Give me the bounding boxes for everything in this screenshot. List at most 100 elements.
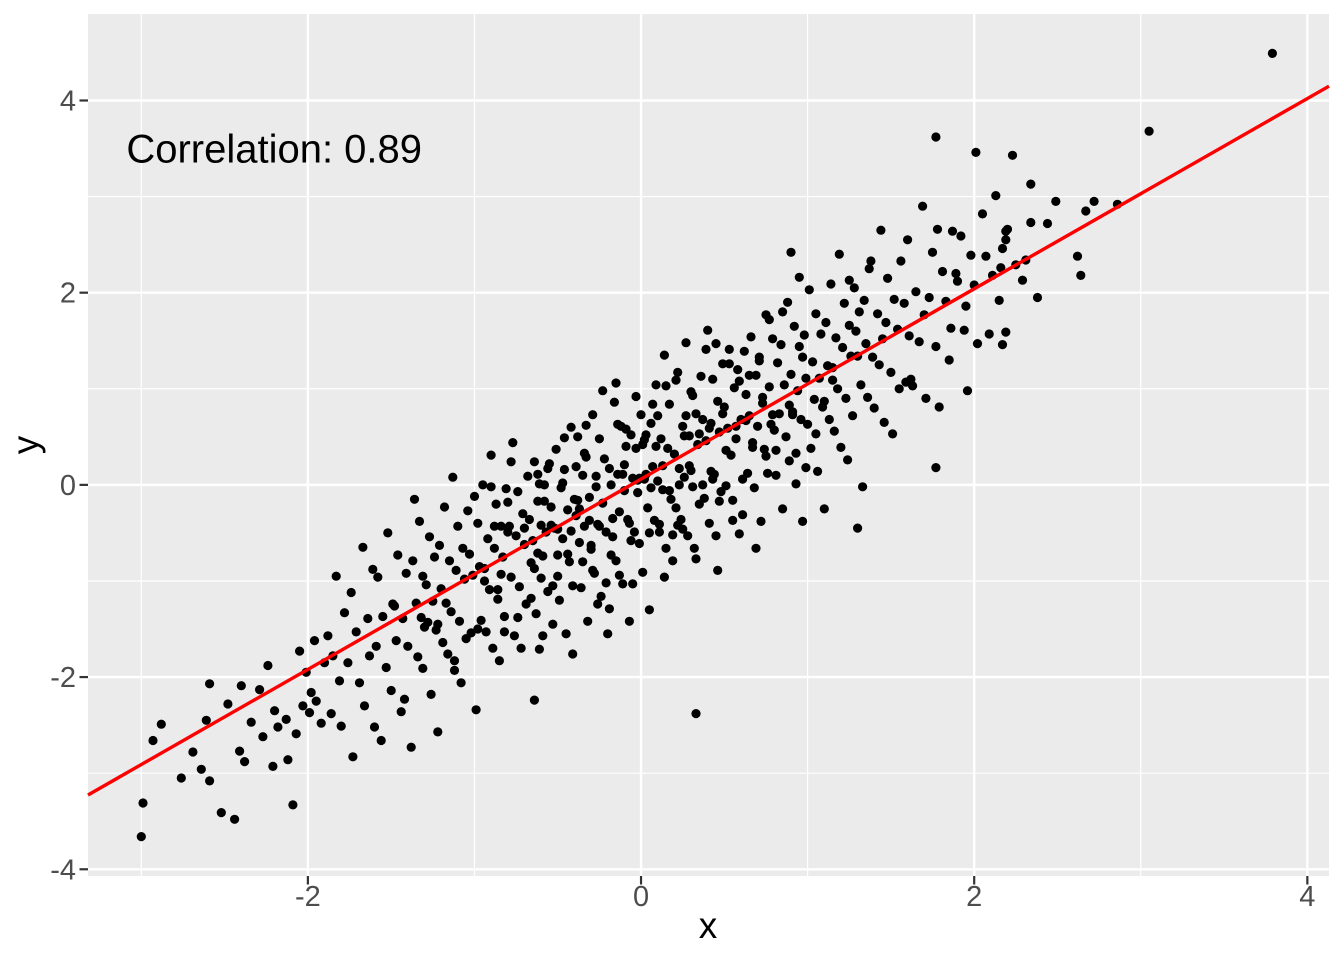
data-point <box>383 528 393 538</box>
data-point <box>511 531 521 541</box>
data-point <box>873 309 883 319</box>
data-point <box>633 488 643 498</box>
data-point <box>453 521 463 531</box>
data-point <box>456 678 466 688</box>
data-point <box>703 325 713 335</box>
data-point <box>861 339 871 349</box>
x-tick-label: 2 <box>966 881 982 913</box>
data-point <box>646 418 656 428</box>
data-point <box>937 266 948 277</box>
data-point <box>469 491 480 501</box>
data-point <box>609 397 620 407</box>
data-point <box>849 283 859 293</box>
data-point <box>1017 275 1028 285</box>
data-point <box>934 402 944 412</box>
data-point <box>749 483 759 493</box>
data-point <box>618 469 628 479</box>
data-point <box>951 268 961 279</box>
data-point <box>688 482 698 492</box>
data-point <box>304 708 315 718</box>
data-point <box>196 764 206 774</box>
data-point <box>796 414 806 425</box>
data-point <box>524 514 535 525</box>
data-point <box>1026 217 1036 228</box>
data-point <box>526 593 536 603</box>
data-point <box>499 611 509 622</box>
data-point <box>373 572 383 582</box>
data-point <box>718 409 728 419</box>
data-point <box>819 504 829 514</box>
data-point <box>548 581 558 591</box>
data-point <box>621 424 631 434</box>
data-point <box>704 518 714 528</box>
data-point <box>653 411 663 421</box>
data-point <box>188 747 198 757</box>
data-point <box>754 356 764 366</box>
data-point <box>351 627 361 637</box>
data-point <box>981 251 991 261</box>
data-point <box>824 414 834 425</box>
data-point <box>768 410 778 420</box>
data-point <box>584 492 595 502</box>
data-point <box>255 685 265 695</box>
data-point <box>788 410 798 420</box>
data-point <box>464 549 475 559</box>
data-point <box>996 263 1006 273</box>
data-point <box>538 631 548 641</box>
data-point <box>543 463 553 474</box>
data-point <box>681 411 691 421</box>
data-point <box>358 542 368 552</box>
data-point <box>679 431 689 441</box>
data-point <box>496 521 506 531</box>
data-point <box>201 715 211 725</box>
data-point <box>914 337 924 347</box>
data-point <box>659 350 670 360</box>
data-point <box>831 333 841 343</box>
data-point <box>599 454 610 464</box>
data-point <box>503 497 513 507</box>
data-point <box>473 624 483 634</box>
data-point <box>811 309 821 319</box>
data-point <box>454 616 465 626</box>
data-point <box>724 344 734 354</box>
data-point <box>972 339 983 349</box>
data-point <box>619 460 630 470</box>
data-point <box>433 619 443 629</box>
data-point <box>156 719 166 729</box>
tick-marks-layer <box>79 99 1309 885</box>
data-point <box>624 616 635 626</box>
data-point <box>694 429 704 439</box>
data-point <box>611 378 621 388</box>
data-point <box>794 341 804 352</box>
data-point <box>997 340 1008 350</box>
correlation-annotation: Correlation: 0.89 <box>126 128 422 172</box>
data-point <box>738 510 748 520</box>
data-point <box>311 696 321 706</box>
data-point <box>416 612 426 623</box>
data-point <box>631 443 641 453</box>
data-point <box>581 420 591 430</box>
data-point <box>506 457 516 467</box>
data-point <box>519 523 530 533</box>
data-point <box>240 757 250 767</box>
data-point <box>829 426 839 436</box>
data-point <box>769 425 779 435</box>
data-point <box>748 442 758 452</box>
data-point <box>839 298 849 308</box>
data-point <box>688 390 698 401</box>
x-tick-label: 4 <box>1299 881 1315 913</box>
data-point <box>681 338 691 348</box>
data-point <box>904 331 914 341</box>
data-point <box>496 569 506 579</box>
data-point <box>819 396 829 406</box>
data-point <box>728 515 738 526</box>
data-point <box>947 226 958 236</box>
data-point <box>558 478 568 488</box>
data-point <box>669 449 680 459</box>
data-point <box>664 486 675 496</box>
data-point <box>369 722 380 732</box>
data-point <box>704 423 714 433</box>
data-point <box>564 557 575 567</box>
data-point <box>408 556 418 566</box>
data-point <box>783 297 793 307</box>
